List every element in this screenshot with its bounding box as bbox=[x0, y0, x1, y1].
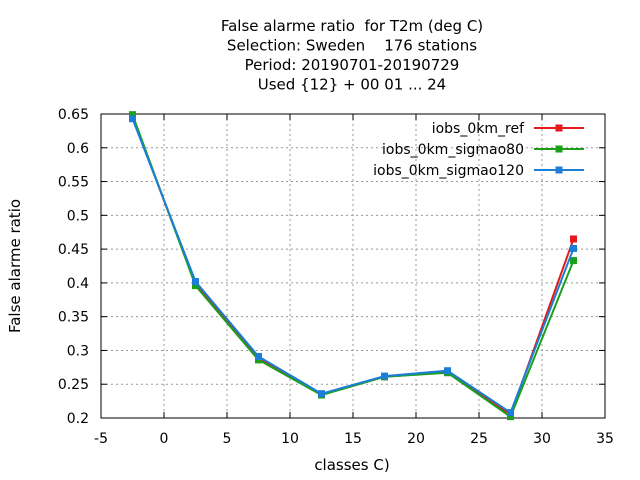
legend-label: iobs_0km_sigmao120 bbox=[373, 163, 524, 179]
y-tick-label: 0.65 bbox=[58, 107, 89, 123]
series-line bbox=[131, 118, 575, 415]
x-tick-label: 15 bbox=[344, 431, 362, 447]
y-tick-label: 0.3 bbox=[67, 343, 89, 359]
title-line-2: Selection: Sweden 176 stations bbox=[227, 37, 477, 55]
legend-marker bbox=[555, 166, 563, 174]
data-point bbox=[444, 367, 451, 375]
series-lines bbox=[129, 111, 577, 421]
x-tick-label: 35 bbox=[596, 431, 614, 447]
x-tick-label: 30 bbox=[533, 431, 551, 447]
legend-marker bbox=[555, 124, 563, 132]
x-tick-label: -5 bbox=[94, 431, 108, 447]
y-tick-label: 0.2 bbox=[67, 411, 89, 427]
data-point bbox=[570, 244, 577, 252]
data-point bbox=[192, 278, 199, 286]
legend: iobs_0km_ref iobs_0km_sigmao80 iobs_0km_si… bbox=[373, 121, 584, 179]
title-line-4: Used {12} + 00 01 ... 24 bbox=[258, 76, 446, 94]
title-line-1: False alarme ratio for T2m (deg C) bbox=[221, 17, 483, 35]
y-axis-label: False alarme ratio bbox=[6, 199, 24, 333]
data-point bbox=[570, 257, 577, 265]
data-point bbox=[129, 115, 136, 123]
y-tick-label: 0.55 bbox=[58, 175, 89, 191]
series-iobs_0km_sigmao120 bbox=[129, 115, 577, 417]
y-tick-label: 0.45 bbox=[58, 242, 89, 258]
x-axis-label: classes C) bbox=[314, 456, 389, 474]
x-tick-label: 0 bbox=[160, 431, 169, 447]
y-tick-label: 0.5 bbox=[67, 208, 89, 224]
data-point bbox=[570, 235, 577, 243]
x-tick-label: 5 bbox=[223, 431, 232, 447]
legend-label: iobs_0km_sigmao80 bbox=[382, 142, 524, 158]
data-point bbox=[255, 353, 262, 361]
y-tick-label: 0.4 bbox=[67, 276, 89, 292]
chart-title: False alarme ratio for T2m (deg C) Select… bbox=[221, 17, 483, 94]
y-tick-label: 0.6 bbox=[67, 141, 89, 157]
data-point bbox=[318, 390, 325, 398]
legend-label: iobs_0km_ref bbox=[432, 121, 525, 137]
x-tick-label: 20 bbox=[407, 431, 425, 447]
title-line-3: Period: 20190701-20190729 bbox=[245, 56, 460, 74]
x-tick-label: 25 bbox=[470, 431, 488, 447]
axes: -5 0 5 10 15 20 25 30 35 0.2 0.25 0.3 0.35 0.4 0.45 0.5… bbox=[58, 107, 614, 447]
data-point bbox=[381, 372, 388, 380]
y-tick-label: 0.35 bbox=[58, 310, 89, 326]
axis-labels: classes C) False alarme ratio bbox=[6, 199, 390, 474]
data-point bbox=[507, 409, 514, 417]
legend-marker bbox=[555, 145, 563, 153]
y-tick-label: 0.25 bbox=[58, 377, 89, 393]
x-tick-label: 10 bbox=[281, 431, 299, 447]
